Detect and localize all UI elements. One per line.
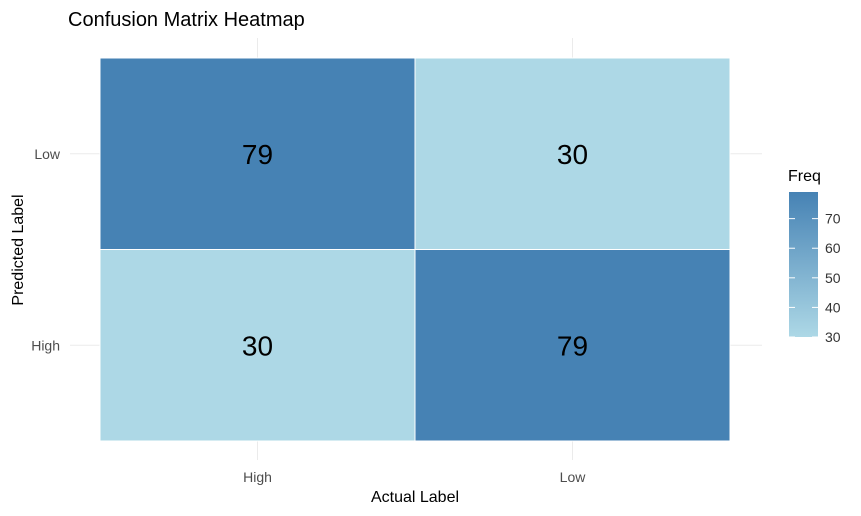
- heatmap-cell-high-high: [99, 249, 416, 442]
- legend-tick-label: 40: [825, 299, 841, 315]
- x-axis-ticks: High Low: [243, 469, 586, 485]
- heatmap-cell-high-low: [99, 57, 416, 250]
- x-tick-label-high: High: [243, 469, 272, 485]
- legend: Freq 30 40 50 60 70: [788, 168, 841, 345]
- legend-tick-label: 60: [825, 240, 841, 256]
- y-tick-label-low: Low: [34, 146, 61, 162]
- cell-label-high-high: 30: [242, 330, 273, 361]
- chart-title: Confusion Matrix Heatmap: [68, 9, 305, 31]
- legend-tick-label: 70: [825, 211, 841, 227]
- legend-title: Freq: [788, 168, 821, 185]
- y-axis-ticks: High Low: [31, 146, 61, 354]
- cell-label-high-low: 79: [242, 139, 273, 170]
- cell-label-low-low: 30: [557, 139, 588, 170]
- legend-tick-label: 50: [825, 270, 841, 286]
- x-axis-title: Actual Label: [371, 489, 459, 506]
- heatmap-cell-low-high: [414, 249, 731, 442]
- cell-labels: 79 30 30 79: [242, 139, 588, 362]
- cell-label-low-high: 79: [557, 330, 588, 361]
- legend-color-bar: [789, 192, 818, 337]
- y-axis-title: Predicted Label: [10, 194, 27, 305]
- legend-tick-label: 30: [825, 329, 841, 345]
- legend-ticks: 30 40 50 60 70: [789, 211, 841, 345]
- y-tick-label-high: High: [31, 337, 60, 353]
- heatmap-cells: [99, 57, 731, 442]
- x-tick-label-low: Low: [560, 469, 587, 485]
